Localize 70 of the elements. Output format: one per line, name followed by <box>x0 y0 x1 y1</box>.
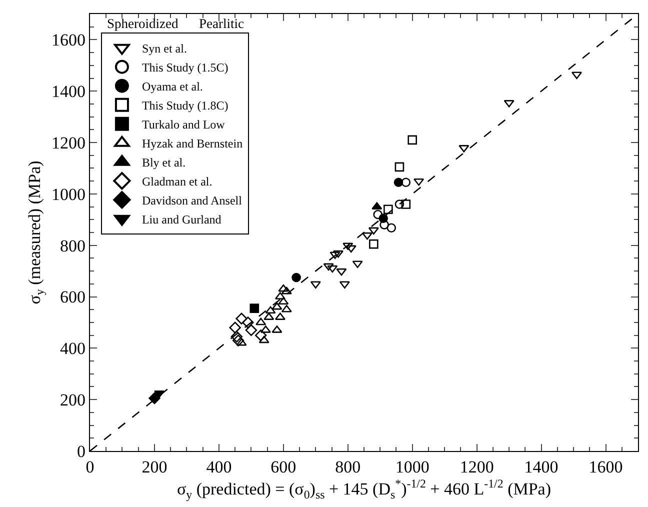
point <box>236 312 248 324</box>
point <box>336 268 347 276</box>
point <box>386 223 396 233</box>
point <box>245 324 258 336</box>
legend-label: Liu and Gurland <box>142 212 222 227</box>
y-tick-label: 400 <box>60 339 86 358</box>
point <box>339 281 350 289</box>
point <box>401 200 411 209</box>
legend-label: Turkalo and Low <box>142 118 226 132</box>
x-tick-label: 800 <box>335 458 361 477</box>
point <box>384 204 393 214</box>
x-tick-label: 1600 <box>588 458 623 477</box>
y-tick-label: 1400 <box>51 82 86 102</box>
point <box>229 322 241 334</box>
annotation: Pearlitic <box>199 16 244 31</box>
point <box>373 210 383 220</box>
point <box>332 250 344 258</box>
point <box>278 297 289 305</box>
x-tick-label: 1400 <box>524 458 558 477</box>
x-tick-label: 200 <box>142 458 168 477</box>
legend-label: Davidson and Ansell <box>142 194 243 208</box>
point <box>230 330 243 342</box>
point <box>292 272 301 282</box>
legend-label: Oyama et al. <box>142 80 203 94</box>
point <box>378 214 388 224</box>
y-tick-label: 200 <box>60 390 86 410</box>
point <box>327 265 338 273</box>
legend-label: This Study (1.5C) <box>142 60 228 75</box>
x-tick-label: 1000 <box>395 458 430 477</box>
point <box>414 178 424 186</box>
x-tick-label: 400 <box>206 458 232 477</box>
text: σ$_{y}$ (predicted) = (σ$_{0}$)$_{ss}$ + 145 (D$_{s}$$^{*}$)$^{-1/2}$ + 460 L$^{-1/2}$ (MPa) <box>176 476 552 502</box>
point <box>408 135 417 145</box>
point <box>236 338 247 346</box>
y-tick-label: 800 <box>60 236 86 256</box>
legend-label: Bly et al. <box>142 156 186 170</box>
point <box>281 304 292 312</box>
y-tick-label: 1600 <box>51 30 86 50</box>
point <box>362 232 372 240</box>
point <box>394 178 404 188</box>
point <box>258 336 270 344</box>
y-tick-label: 600 <box>60 288 86 307</box>
point <box>278 284 289 292</box>
point <box>394 162 404 172</box>
point <box>281 286 292 294</box>
y-tick-label: 0 <box>76 442 86 461</box>
y-tick-label: 1200 <box>51 133 86 152</box>
point <box>250 304 260 313</box>
point <box>368 227 379 235</box>
legend-label: This Study (1.8C) <box>142 98 228 113</box>
legend-label: Gladman et al. <box>142 174 212 189</box>
point <box>323 263 334 271</box>
point <box>346 245 356 253</box>
x-tick-label: 600 <box>270 458 296 477</box>
y-tick-label: 1000 <box>51 184 86 204</box>
point <box>310 281 321 289</box>
point <box>148 392 160 404</box>
point <box>394 200 404 209</box>
point <box>256 318 266 326</box>
point <box>369 239 378 249</box>
point <box>232 334 244 346</box>
point <box>255 329 267 342</box>
point <box>272 302 282 310</box>
point <box>265 306 276 314</box>
annotation: Spheroidized <box>107 16 178 31</box>
x-tick-label: 1200 <box>460 458 494 477</box>
legend-label: Syn et al. <box>142 42 187 56</box>
point <box>242 316 254 328</box>
point <box>401 178 411 188</box>
legend-label: Hyzak and Bernstein <box>142 136 243 151</box>
